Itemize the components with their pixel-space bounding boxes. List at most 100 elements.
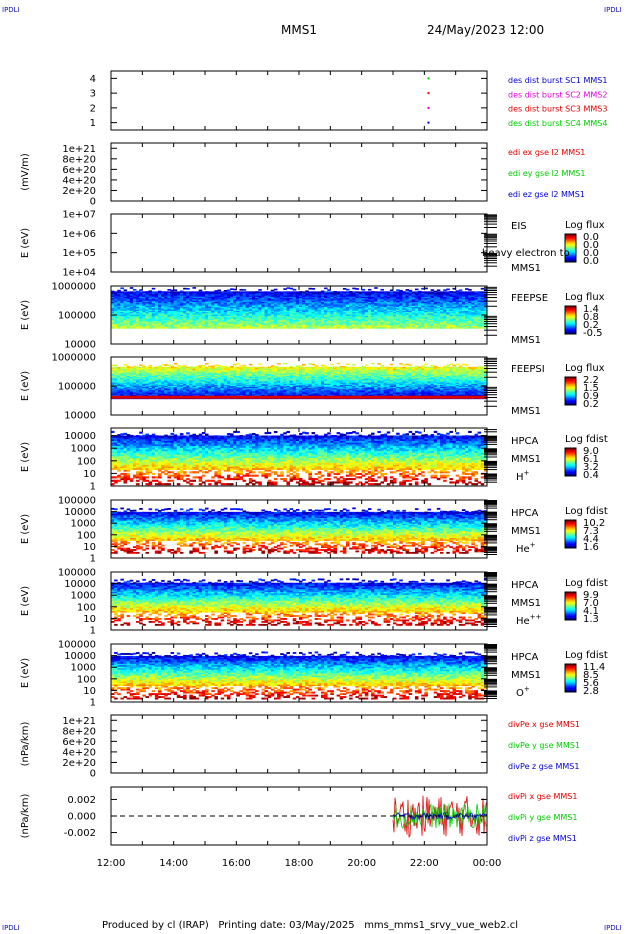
feepsi-spectrum-cell	[142, 366, 146, 368]
feepse-spectrum-cell	[459, 289, 463, 291]
eis-ytick-label: 1e+05	[62, 248, 96, 259]
feepse-spectrum-cell	[362, 289, 366, 291]
feepse-spectrum-cell	[286, 287, 290, 289]
feepse-colorbar-title: Log flux	[565, 292, 605, 303]
feepse-spectrum-cell	[286, 291, 290, 293]
feepsi-spectrum-cell	[174, 363, 178, 365]
feepsi-spectrum-cell	[192, 369, 196, 371]
edi-legend-entry: edi ez gse l2 MMS1	[508, 190, 585, 199]
eis-colorbar-title: Log flux	[565, 220, 605, 231]
feepsi-spectrum-cell	[174, 367, 178, 369]
eis-ytick-label: 1e+07	[62, 210, 96, 221]
feepse-spectrum-cell	[478, 292, 482, 294]
feepse-spectrum-cell	[277, 293, 281, 295]
feepsi-spectrum-cell	[186, 368, 190, 370]
feepse-spectrum-cell	[371, 291, 375, 293]
feepse-spectrum-cell	[265, 291, 269, 293]
feepse-spectrum-cell	[127, 292, 131, 294]
feepse-spectrum-cell	[421, 291, 425, 293]
feepse-spectrum-cell	[305, 290, 309, 292]
feepse-ytick-label: 1000000	[51, 282, 96, 293]
feepse-spectrum-cell	[424, 291, 428, 293]
feepse-spectrum-cell	[446, 289, 450, 291]
feepse-spectrum-cell	[199, 290, 203, 292]
feepse-spectrum-cell	[355, 288, 359, 290]
feepse-spectrum-cell	[440, 293, 444, 295]
feepse-spectrum-cell	[468, 291, 472, 293]
feepse-spectrum-cell	[465, 291, 469, 293]
feepse-spectrum-cell	[474, 293, 478, 295]
feepse-spectrum-cell	[481, 288, 485, 290]
edi-frame	[111, 143, 487, 201]
feepse-spectrum-cell	[462, 292, 466, 294]
eis-frame	[111, 214, 487, 272]
feepse-spectrum-cell	[453, 291, 457, 293]
feepsi-spectrum-cell	[155, 367, 159, 369]
feepse-spectrum-cell	[321, 291, 325, 293]
feepsi-spectrum-cell	[189, 366, 193, 368]
feepse-spectrum-cell	[283, 291, 287, 293]
feepse-spectrum-cell	[308, 291, 312, 293]
burst-legend-entry: des dist burst SC4 MMS4	[508, 119, 607, 128]
feepse-spectrum-cell	[365, 292, 369, 294]
feepse-spectrum-cell	[124, 291, 128, 293]
feepsi-spectrum-cell	[164, 367, 168, 369]
feepse-spectrum-cell	[362, 291, 366, 293]
burst-burst-point	[428, 107, 430, 109]
feepse-spectrum-cell	[111, 291, 115, 293]
edi-ytick-label: 1e+21	[62, 144, 96, 155]
feepse-spectrum-cell	[406, 291, 410, 293]
feepse-spectrum-cell	[290, 291, 294, 293]
feepse-spectrum-cell	[117, 290, 121, 292]
feepse-spectrum-cell	[308, 288, 312, 290]
feepse-spectrum-cell	[239, 291, 243, 293]
feepse-spectrum-cell	[120, 291, 124, 293]
feepsi-spectrum-cell	[218, 365, 222, 367]
burst-ytick-label: 2	[90, 103, 96, 114]
eis-ytick-label: 1e+06	[62, 229, 96, 240]
feepse-spectrum-cell	[274, 289, 278, 291]
feepsi-spectrum-cell	[205, 367, 209, 369]
feepsi-spectrum-cell	[214, 367, 218, 369]
feepsi-spectrum-cell	[127, 366, 131, 368]
feepse-spectrum-cell	[196, 292, 200, 294]
feepse-spectrum-cell	[249, 292, 253, 294]
feepse-spectrum-cell	[274, 291, 278, 293]
feepse-spectrum-cell	[218, 291, 222, 293]
feepse-spectrum-cell	[384, 292, 388, 294]
feepse-spectrum-cell	[337, 293, 341, 295]
feepse-spectrum-cell	[205, 291, 209, 293]
burst-ytick-label: 4	[90, 74, 96, 85]
feepse-spectrum-cell	[312, 291, 316, 293]
feepse-spectrum-cell	[199, 291, 203, 293]
feepse-spectrum-cell	[120, 287, 124, 289]
feepse-spectrum-cell	[243, 291, 247, 293]
feepse-spectrum-cell	[299, 291, 303, 293]
feepse-spectrum-cell	[164, 291, 168, 293]
feepse-spectrum-cell	[340, 292, 344, 294]
feepse-spectrum-cell	[349, 291, 353, 293]
burst-legend-entry: des dist burst SC2 MMS2	[508, 90, 607, 99]
feepse-spectrum-cell	[312, 288, 316, 290]
feepse-spectrum-cell	[368, 289, 372, 291]
feepse-spectrum-cell	[171, 291, 175, 293]
feepse-spectrum-cell	[415, 291, 419, 293]
feepse-spectrum-cell	[145, 291, 149, 293]
edi-ytick-label: 0	[90, 197, 96, 208]
feepse-spectrum-cell	[280, 292, 284, 294]
feepse-spectrum-cell	[293, 291, 297, 293]
burst-legend-entry: des dist burst SC1 MMS1	[508, 76, 607, 85]
feepse-spectrum-cell	[183, 291, 187, 293]
feepse-spectrum-cell	[202, 292, 206, 294]
feepsi-spectrum-cell	[114, 367, 118, 369]
feepse-spectrum-cell	[327, 291, 331, 293]
feepse-spectrum-cell	[346, 289, 350, 291]
feepse-spectrum-cell	[333, 291, 337, 293]
feepse-spectrum-cell	[227, 291, 231, 293]
feepse-spectrum-cell	[155, 292, 159, 294]
feepse-spectrum-cell	[139, 291, 143, 293]
feepse-spectrum-cell	[437, 289, 441, 291]
edi-legend-entry: edi ex gse l2 MMS1	[508, 148, 585, 157]
feepsi-spectrum-cell	[149, 367, 153, 369]
feepse-spectrum-cell	[136, 291, 140, 293]
